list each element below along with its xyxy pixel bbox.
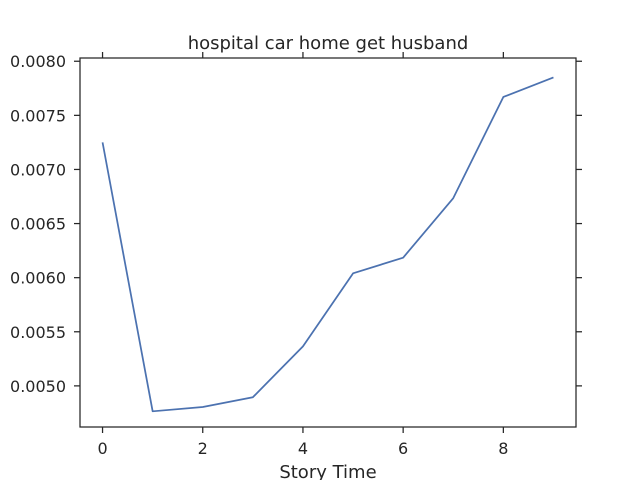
y-tick-label: 0.0055 <box>10 323 66 342</box>
x-tick-label: 6 <box>398 439 408 458</box>
y-tick-label: 0.0080 <box>10 52 66 71</box>
y-tick-label: 0.0070 <box>10 160 66 179</box>
x-axis-label: Story Time <box>279 462 376 480</box>
x-tick-label: 2 <box>198 439 208 458</box>
series-line <box>101 76 554 413</box>
x-tick-label: 8 <box>498 439 508 458</box>
x-tick-label: 0 <box>97 439 107 458</box>
series-layer <box>101 76 554 413</box>
x-axis: 0 2 4 6 8 <box>97 52 508 458</box>
x-tick-label: 4 <box>298 439 308 458</box>
y-axis: 0.0050 0.0055 0.0060 0.0065 0.0070 0.0075 0.00… <box>10 52 582 396</box>
y-tick-label: 0.0050 <box>10 377 66 396</box>
plot-frame <box>79 57 577 428</box>
y-tick-label: 0.0065 <box>10 215 66 234</box>
y-tick-label: 0.0060 <box>10 269 66 288</box>
chart-title: hospital car home get husband <box>188 33 469 54</box>
y-tick-label: 0.0075 <box>10 106 66 125</box>
